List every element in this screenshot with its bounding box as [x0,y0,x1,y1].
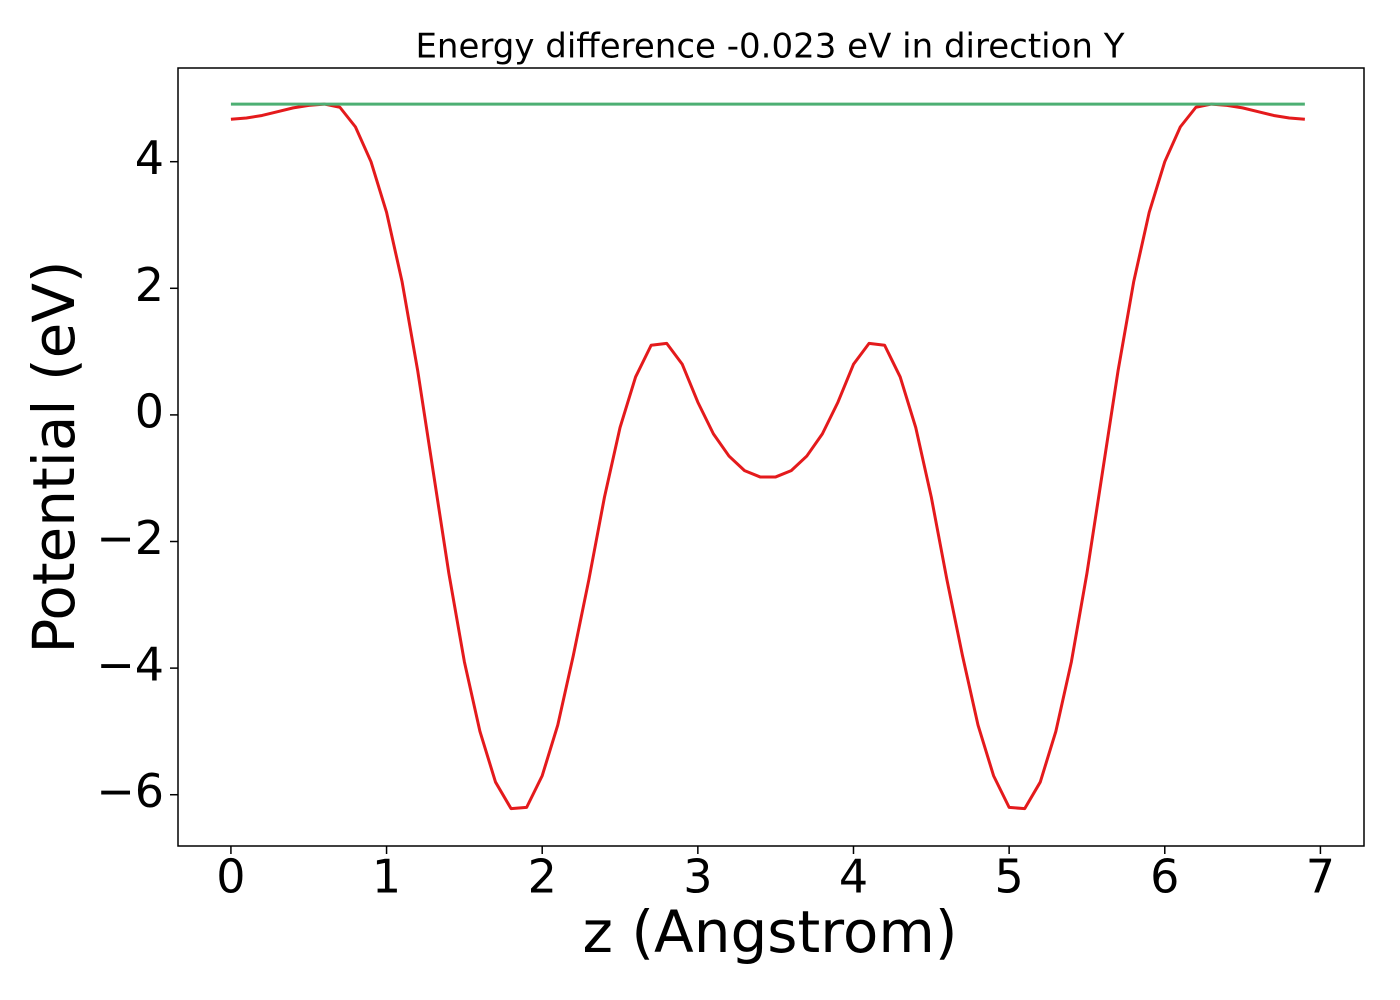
x-tick-label: 7 [1306,850,1335,904]
line-series [230,102,1305,811]
x-tick-label: 4 [839,850,868,904]
chart-title: Energy difference -0.023 eV in direction… [415,27,1124,67]
y-tick-label: 2 [135,258,164,312]
x-tick-label: 1 [372,850,401,904]
y-tick-label: −4 [96,638,164,692]
x-tick-label: 3 [683,850,712,904]
y-tick-label: −2 [96,511,164,565]
x-tick-label: 2 [528,850,557,904]
x-axis-label: z (Angstrom) [583,898,958,966]
x-tick-label: 0 [216,850,245,904]
y-tick-label: 0 [135,384,164,438]
x-tick-label: 6 [1150,850,1179,904]
y-axis-label: Potential (eV) [20,260,88,653]
y-tick-label: 4 [135,131,164,185]
y-tick-label: −6 [96,764,164,818]
plot-frame [177,67,1365,847]
x-tick-label: 5 [994,850,1023,904]
